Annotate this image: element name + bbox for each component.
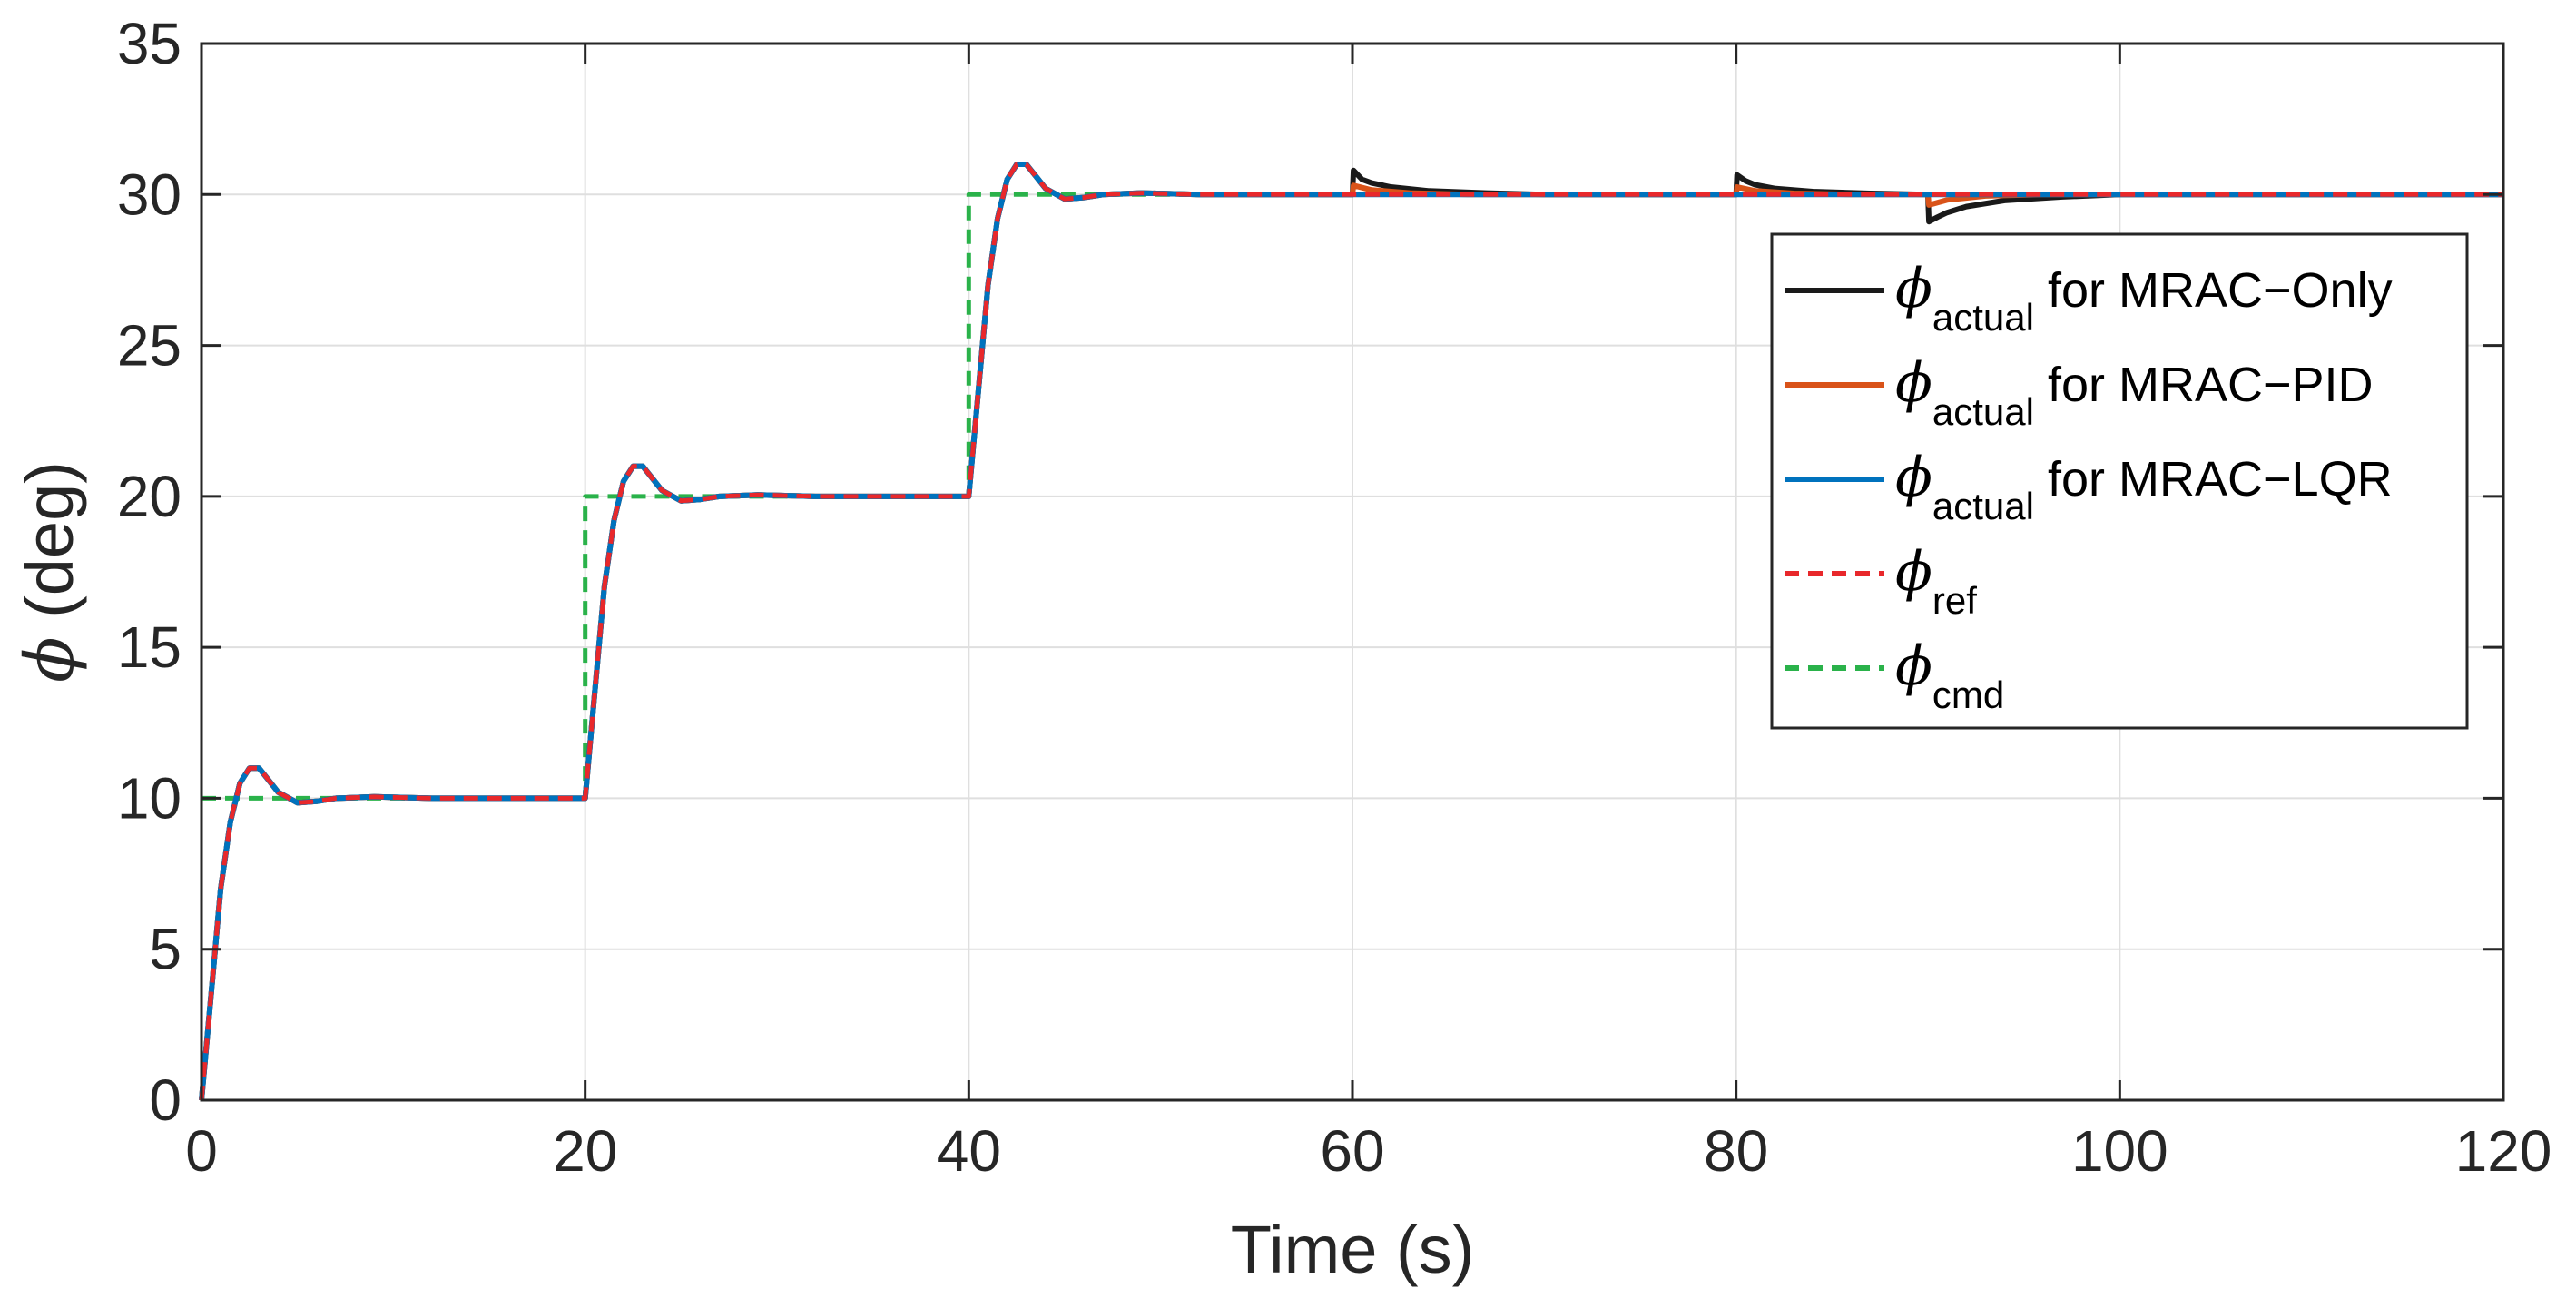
legend-subscript: actual [1932, 296, 2034, 339]
ticks: 0 20 40 60 80 100 120 0 5 10 15 20 25 30 35 [117, 11, 2552, 1184]
y-tick-label: 30 [117, 162, 182, 227]
x-tick-label: 60 [1320, 1118, 1384, 1184]
x-tick-label: 0 [185, 1118, 218, 1184]
x-tick-label: 20 [553, 1118, 617, 1184]
x-tick-label: 120 [2455, 1118, 2552, 1184]
legend-symbol: ϕ [1895, 446, 1932, 509]
x-axis-label: Time (s) [1231, 1212, 1475, 1287]
legend-box [1770, 232, 2469, 730]
y-tick-label: 25 [117, 313, 182, 379]
legend-text-rest: for MRAC−LQR [2034, 452, 2393, 506]
y-axis-label-text: (deg) [12, 461, 87, 636]
x-tick-label: 40 [937, 1118, 1001, 1184]
y-tick-label: 5 [149, 917, 182, 982]
y-tick-label: 15 [117, 615, 182, 680]
legend-text-rest: for MRAC−Only [2034, 263, 2393, 318]
y-axis-label: ϕ (deg) [11, 461, 89, 683]
y-tick-label: 0 [149, 1067, 182, 1133]
legend-subscript: cmd [1932, 674, 2004, 716]
legend-label-ref: ϕref [1895, 540, 1977, 622]
y-axis-label-symbol: ϕ [11, 636, 89, 682]
legend-symbol: ϕ [1895, 351, 1932, 415]
y-tick-label: 20 [117, 464, 182, 529]
legend-subscript: actual [1932, 485, 2034, 527]
legend-symbol: ϕ [1895, 257, 1932, 320]
legend-label-mrac_only: ϕactual for MRAC−Only [1895, 257, 2393, 339]
legend-symbol: ϕ [1895, 634, 1932, 698]
legend-label-mrac_pid: ϕactual for MRAC−PID [1895, 351, 2374, 433]
legend-symbol: ϕ [1895, 540, 1932, 604]
legend-label-mrac_lqr: ϕactual for MRAC−LQR [1895, 446, 2393, 527]
x-tick-label: 80 [1704, 1118, 1768, 1184]
y-tick-label: 10 [117, 765, 182, 831]
legend-label-cmd: ϕcmd [1895, 634, 2004, 716]
legend-text-rest: for MRAC−PID [2034, 358, 2374, 412]
legend-subscript: ref [1932, 579, 1977, 622]
x-tick-label: 100 [2071, 1118, 2168, 1184]
y-tick-label: 35 [117, 11, 182, 76]
series-group [199, 162, 2503, 1101]
series-line-ref [199, 162, 2503, 1101]
legend-subscript: actual [1932, 390, 2034, 433]
